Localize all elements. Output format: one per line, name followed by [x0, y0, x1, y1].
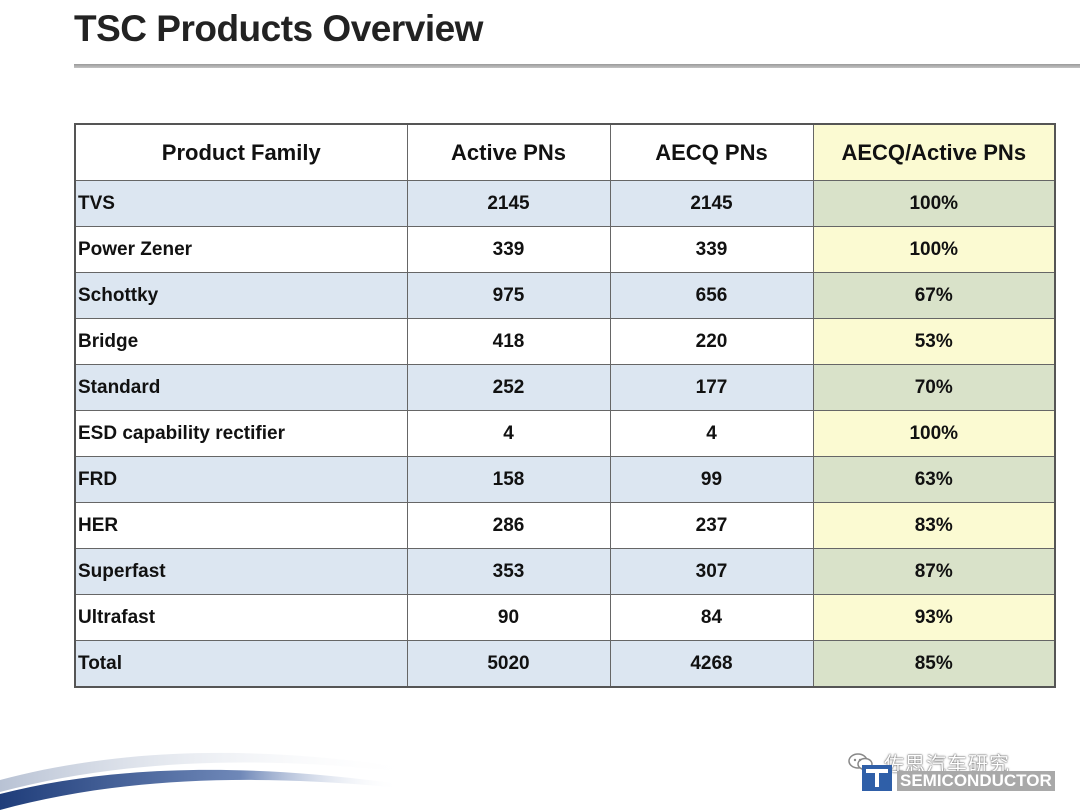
products-table: Product Family Active PNs AECQ PNs AECQ/…: [74, 123, 1056, 688]
page-title: TSC Products Overview: [74, 8, 483, 49]
cell-aecq: 656: [609, 272, 814, 319]
header-product-family: Product Family: [74, 123, 408, 181]
cell-aecq: 84: [609, 594, 814, 641]
cell-active: 975: [406, 272, 611, 319]
table-row: Bridge 418 220 53%: [74, 318, 1056, 365]
cell-family: ESD capability rectifier: [74, 410, 408, 457]
table-row: TVS 2145 2145 100%: [74, 180, 1056, 227]
header-aecq-active-ratio: AECQ/Active PNs: [812, 123, 1056, 181]
tsc-logo-icon: [862, 765, 892, 791]
table-header-row: Product Family Active PNs AECQ PNs AECQ/…: [74, 123, 1056, 181]
table-row: Schottky 975 656 67%: [74, 272, 1056, 319]
cell-family: Bridge: [74, 318, 408, 365]
cell-aecq: 99: [609, 456, 814, 503]
header-aecq-pns: AECQ PNs: [609, 123, 814, 181]
table-row: ESD capability rectifier 4 4 100%: [74, 410, 1056, 457]
cell-active: 418: [406, 318, 611, 365]
cell-ratio: 53%: [812, 318, 1056, 365]
cell-active: 353: [406, 548, 611, 595]
cell-active: 90: [406, 594, 611, 641]
cell-ratio: 70%: [812, 364, 1056, 411]
table-row: FRD 158 99 63%: [74, 456, 1056, 503]
cell-active: 5020: [406, 640, 611, 688]
cell-ratio: 85%: [812, 640, 1056, 688]
table-row: Standard 252 177 70%: [74, 364, 1056, 411]
cell-family: Superfast: [74, 548, 408, 595]
cell-aecq: 2145: [609, 180, 814, 227]
cell-ratio: 83%: [812, 502, 1056, 549]
table-row: HER 286 237 83%: [74, 502, 1056, 549]
company-logo-text: SEMICONDUCTOR: [897, 771, 1055, 791]
cell-ratio: 100%: [812, 410, 1056, 457]
cell-aecq: 237: [609, 502, 814, 549]
table-row: Power Zener 339 339 100%: [74, 226, 1056, 273]
title-divider: [74, 64, 1080, 68]
cell-active: 252: [406, 364, 611, 411]
cell-aecq: 177: [609, 364, 814, 411]
cell-family: Power Zener: [74, 226, 408, 273]
cell-family: Total: [74, 640, 408, 688]
cell-active: 4: [406, 410, 611, 457]
table-total-row: Total 5020 4268 85%: [74, 640, 1056, 688]
cell-family: TVS: [74, 180, 408, 227]
cell-active: 286: [406, 502, 611, 549]
table-row: Superfast 353 307 87%: [74, 548, 1056, 595]
cell-aecq: 339: [609, 226, 814, 273]
header-active-pns: Active PNs: [406, 123, 611, 181]
table-row: Ultrafast 90 84 93%: [74, 594, 1056, 641]
cell-ratio: 63%: [812, 456, 1056, 503]
cell-aecq: 307: [609, 548, 814, 595]
cell-active: 158: [406, 456, 611, 503]
cell-family: FRD: [74, 456, 408, 503]
cell-aecq: 220: [609, 318, 814, 365]
cell-aecq: 4: [609, 410, 814, 457]
cell-ratio: 93%: [812, 594, 1056, 641]
cell-ratio: 87%: [812, 548, 1056, 595]
cell-family: HER: [74, 502, 408, 549]
cell-family: Standard: [74, 364, 408, 411]
cell-ratio: 100%: [812, 180, 1056, 227]
cell-family: Schottky: [74, 272, 408, 319]
cell-aecq: 4268: [609, 640, 814, 688]
cell-ratio: 67%: [812, 272, 1056, 319]
cell-active: 2145: [406, 180, 611, 227]
cell-active: 339: [406, 226, 611, 273]
cell-ratio: 100%: [812, 226, 1056, 273]
cell-family: Ultrafast: [74, 594, 408, 641]
decorative-swoosh: [0, 752, 420, 810]
